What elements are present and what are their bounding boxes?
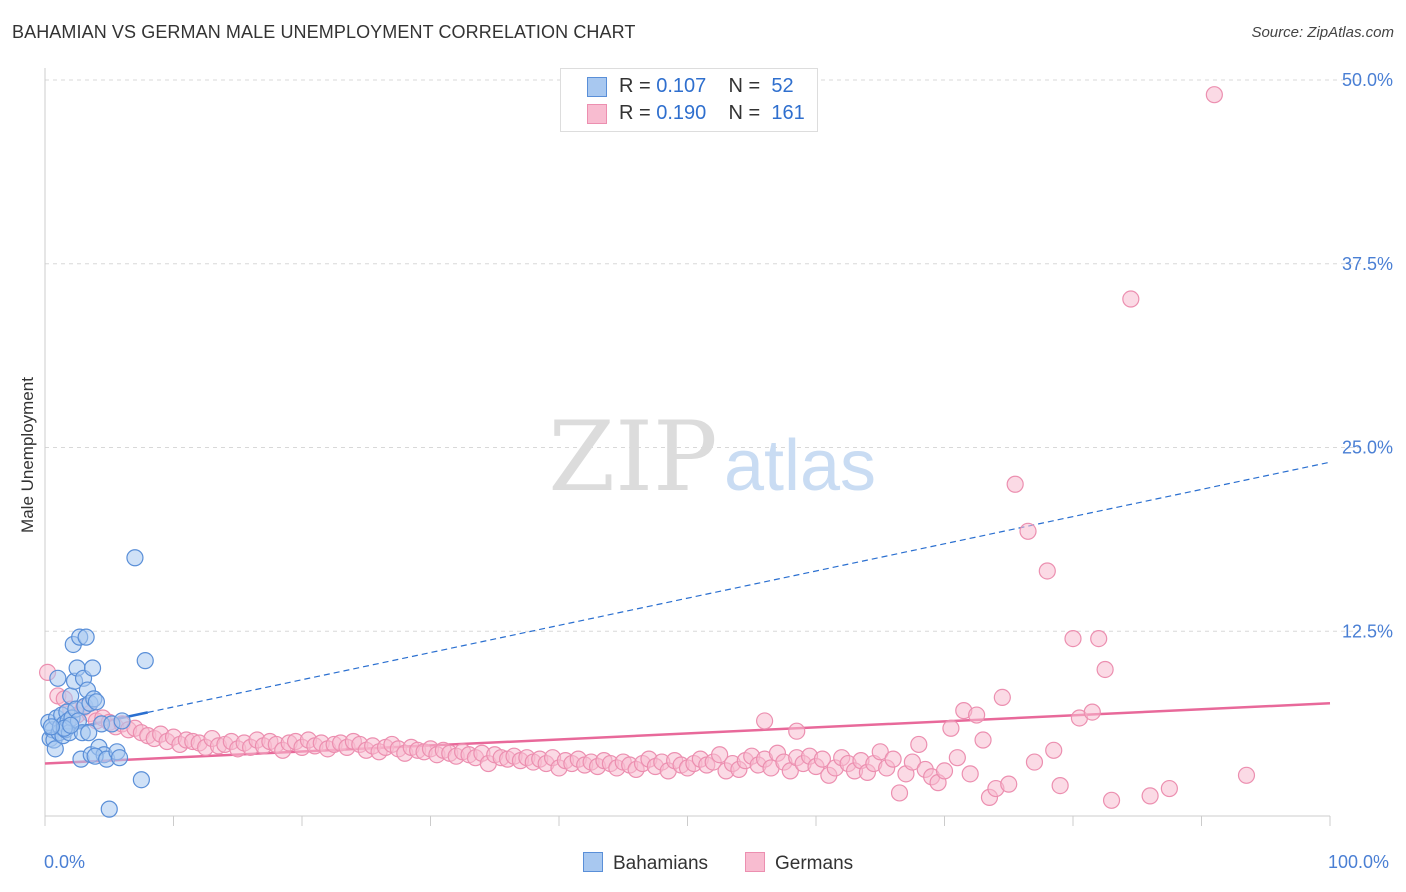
data-points [38, 86, 1256, 818]
y-tick-label: 37.5% [1342, 254, 1393, 274]
germans-point [711, 746, 729, 764]
bahamians-point [46, 740, 64, 758]
bahamians-point [83, 659, 102, 677]
n-value: 161 [771, 102, 805, 124]
bahamians-swatch [583, 852, 603, 872]
germans-point [1083, 703, 1101, 721]
bahamians-point [100, 800, 118, 818]
bahamians-point [42, 718, 61, 736]
germans-point [1160, 779, 1178, 798]
germans-swatch [587, 104, 607, 124]
chart-title: BAHAMIAN VS GERMAN MALE UNEMPLOYMENT COR… [12, 22, 636, 42]
germans-swatch [745, 852, 765, 872]
bahamians-point [87, 693, 106, 711]
germans-point [884, 750, 902, 768]
germans-point [1006, 475, 1024, 493]
y-tick-label: 12.5% [1342, 621, 1393, 641]
germans-point [1096, 660, 1114, 679]
legend-item-germans[interactable]: Germans [745, 852, 853, 875]
germans-point [1000, 775, 1018, 793]
r-label: R = [619, 75, 651, 97]
bahamians-point [126, 549, 144, 567]
germans-point [1205, 86, 1223, 104]
gridlines [45, 79, 1365, 632]
x-tick-label-min: 0.0% [44, 852, 86, 872]
germans-point [942, 719, 960, 737]
germans-point [910, 735, 928, 754]
germans-point [1051, 776, 1069, 795]
bahamians-point [110, 749, 129, 767]
legend-item-bahamians[interactable]: Bahamians [583, 852, 708, 875]
bahamians-point [80, 724, 98, 742]
germans-point [974, 731, 992, 749]
bahamians-point [62, 716, 80, 734]
germans-point [1045, 741, 1063, 759]
bahamians-point [113, 712, 131, 730]
germans-point [755, 712, 774, 730]
germans-point [1141, 787, 1159, 805]
bahamians-point [136, 652, 154, 670]
germans-point [968, 706, 986, 724]
n-label: N = [728, 75, 761, 97]
germans-point [1038, 562, 1056, 580]
bahamians-trend-dashed [147, 461, 1331, 713]
bahamians-point [132, 771, 150, 789]
germans-point [871, 743, 889, 761]
watermark-zip: ZIP [548, 401, 717, 513]
y-tick-labels: 12.5% 25.0% 37.5% 50.0% [1342, 70, 1393, 641]
germans-point [813, 750, 832, 768]
axes [44, 68, 1331, 826]
germans-point [1122, 290, 1140, 308]
germans-point [993, 688, 1011, 707]
germans-point [1102, 791, 1121, 809]
source-label: Source: ZipAtlas.com [1251, 24, 1394, 41]
germans-point [1025, 753, 1044, 771]
r-label: R = [619, 102, 651, 124]
germans-point [903, 753, 921, 771]
n-value: 52 [771, 75, 794, 97]
germans-point [935, 762, 954, 780]
r-value: 0.107 [656, 75, 707, 97]
germans-point [1019, 522, 1037, 540]
germans-point [948, 749, 966, 767]
bahamians-point [49, 669, 67, 687]
y-tick-label: 25.0% [1342, 438, 1393, 458]
bahamians-point [77, 628, 95, 646]
bahamians-swatch [587, 77, 607, 97]
germans-point [961, 765, 979, 783]
x-tick-label-max: 100.0% [1328, 852, 1390, 872]
germans-trend-line [44, 702, 1331, 765]
correlation-legend: R = 0.107 N = 52 R = 0.190 N = 161 [560, 68, 818, 132]
germans-point [1064, 629, 1082, 648]
legend-label: Bahamians [613, 853, 709, 874]
n-label: N = [728, 102, 761, 124]
watermark-atlas: atlas [724, 426, 876, 506]
germans-point [1237, 766, 1256, 784]
y-tick-label: 50.0% [1342, 70, 1393, 90]
germans-point [890, 784, 909, 802]
germans-point [1090, 629, 1108, 648]
legend-label: Germans [775, 853, 854, 874]
germans-point [788, 722, 806, 740]
r-value: 0.190 [656, 102, 707, 124]
